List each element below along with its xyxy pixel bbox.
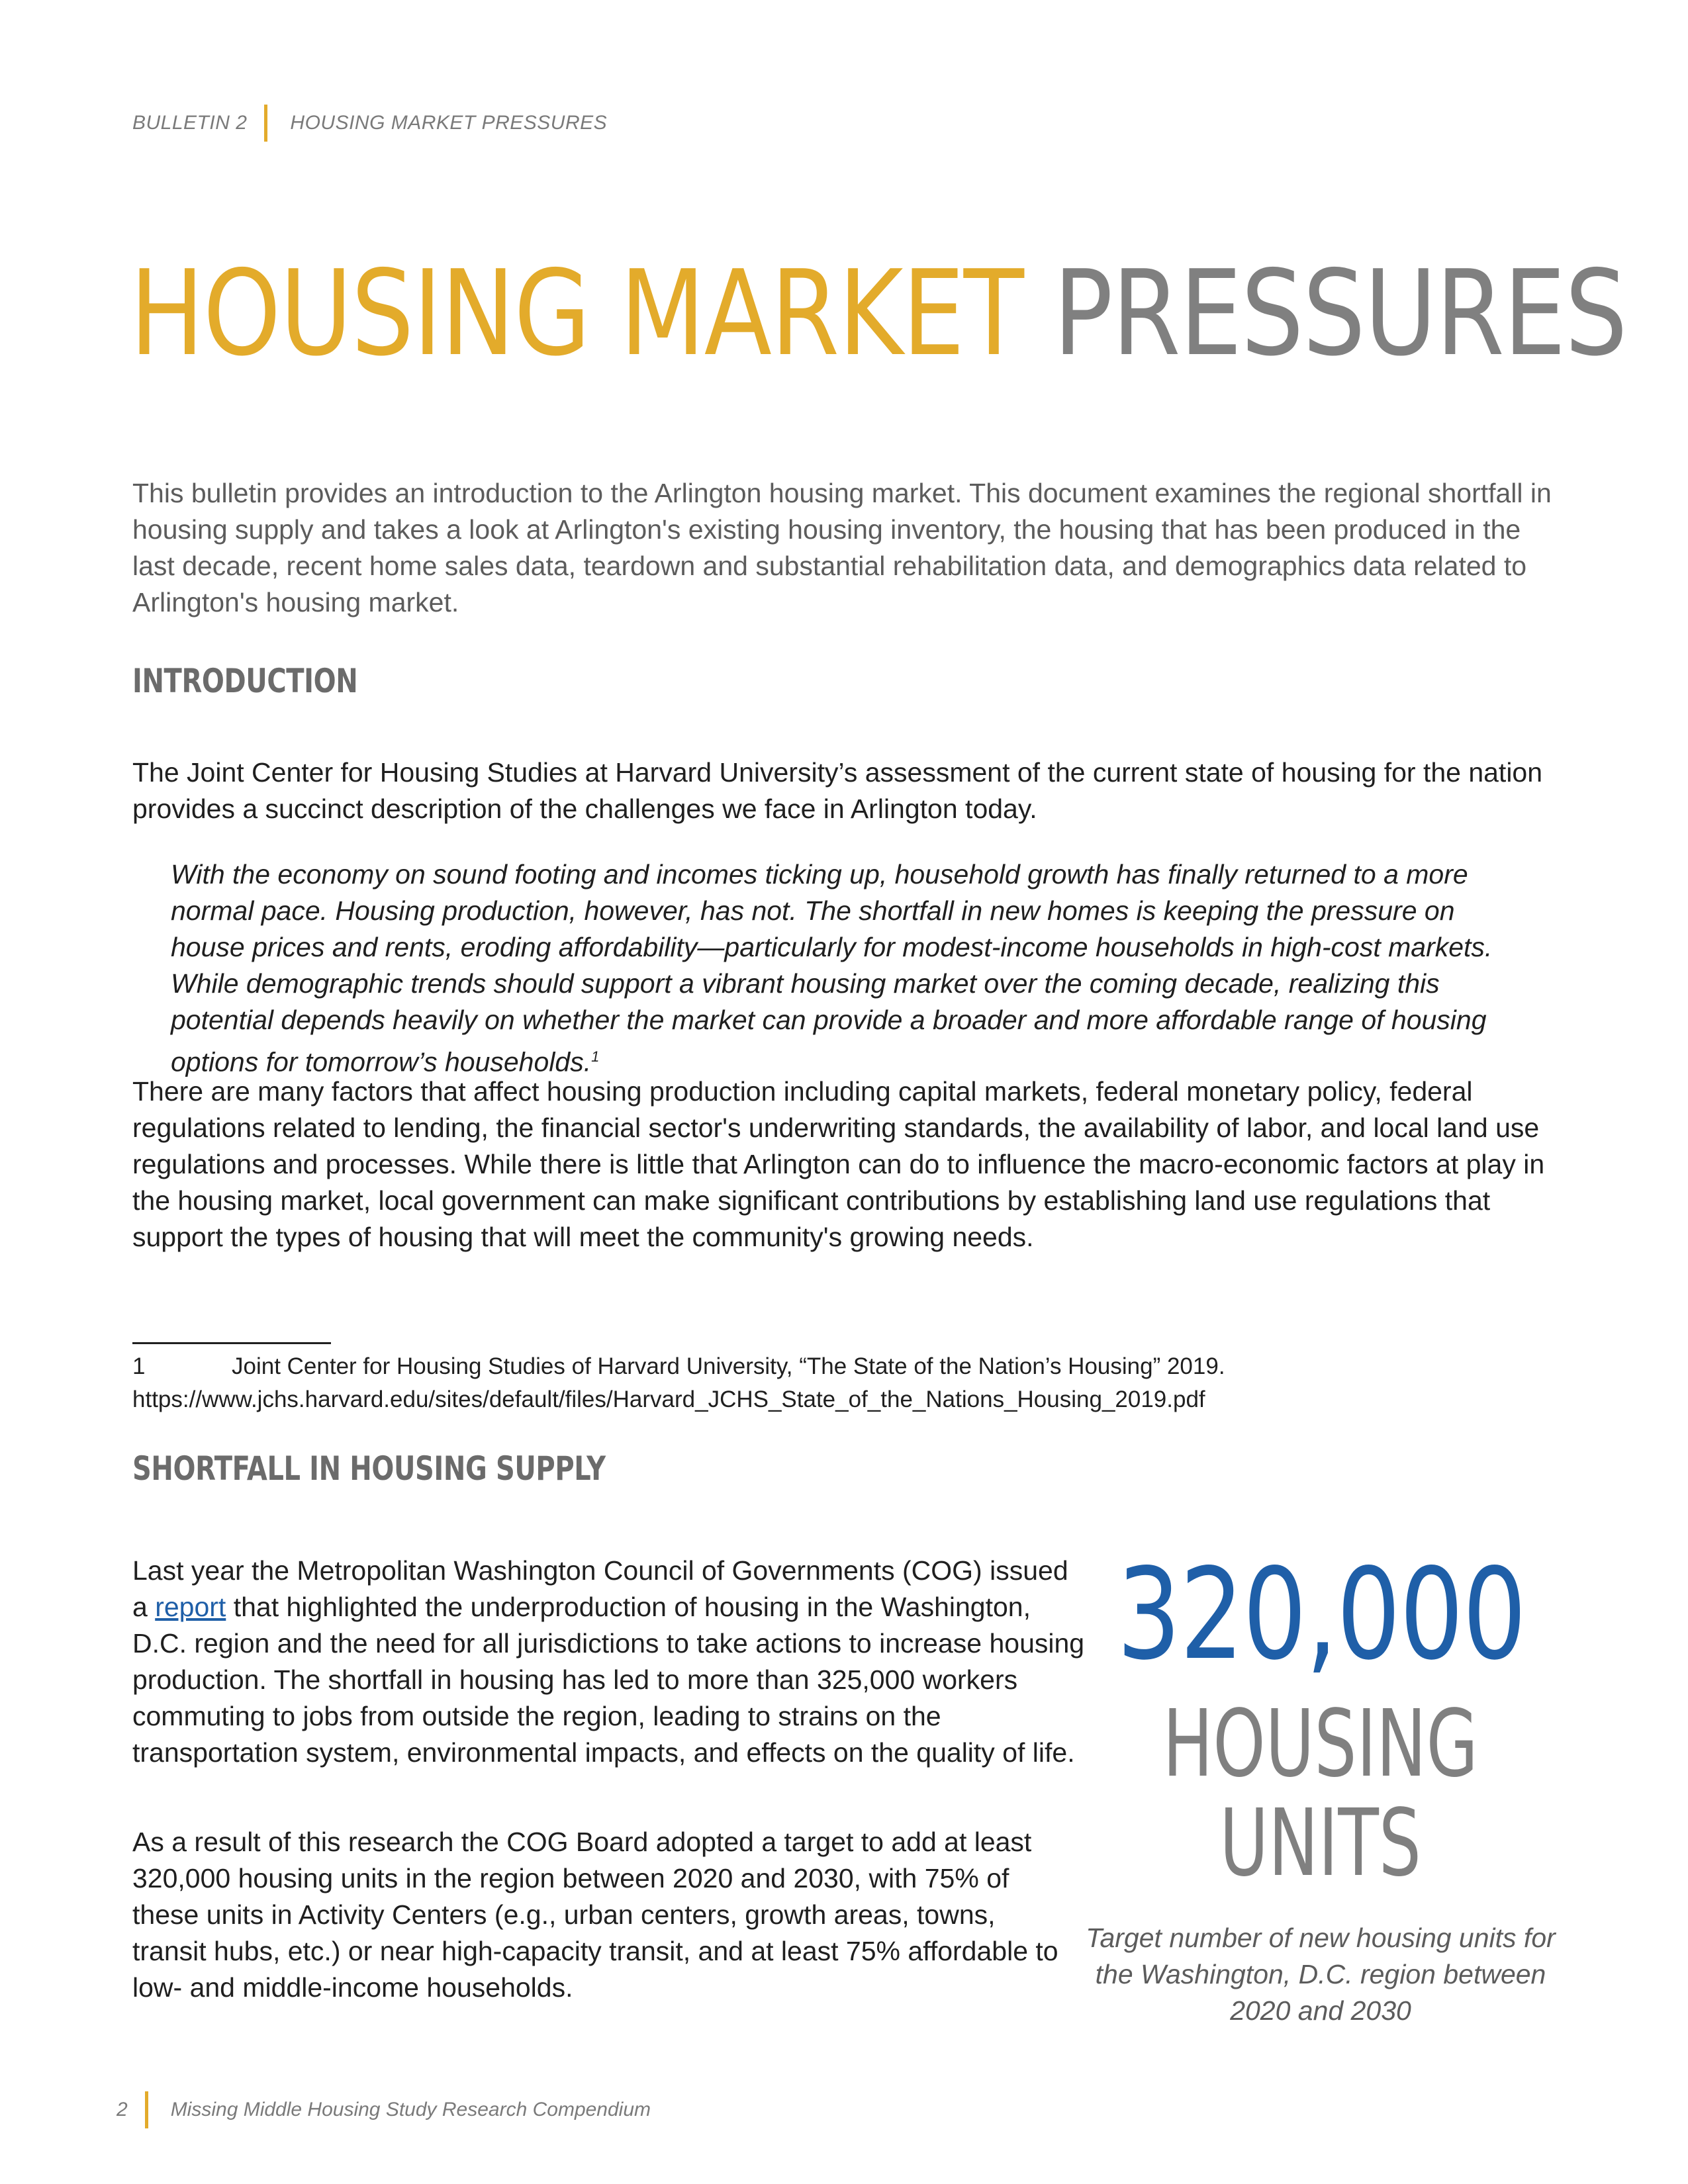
page-title: HOUSING MARKET PRESSURES <box>130 255 1628 373</box>
stat-label-line-1: HOUSING <box>1162 1690 1479 1798</box>
block-quote: With the economy on sound footing and in… <box>171 856 1528 1081</box>
footnote-text: Joint Center for Housing Studies of Harv… <box>232 1353 1225 1379</box>
intro-paragraph: This bulletin provides an introduction t… <box>132 478 1552 617</box>
stat-number: 320,000 <box>1117 1541 1526 1688</box>
quote-footnote-ref[interactable]: 1 <box>591 1048 600 1065</box>
stat-label-line-2: UNITS <box>1219 1790 1422 1897</box>
introduction-paragraph-1: The Joint Center for Housing Studies at … <box>132 757 1543 824</box>
header-section: HOUSING MARKET PRESSURES <box>290 112 608 134</box>
page-number: 2 <box>117 2099 128 2120</box>
header-divider <box>264 105 268 142</box>
shortfall-paragraph-1: Last year the Metropolitan Washington Co… <box>132 1553 1086 1771</box>
introduction-paragraph-2: There are many factors that affect housi… <box>132 1076 1545 1252</box>
title-part-gray: PRESSURES <box>1053 245 1628 382</box>
shortfall-p1-start: Last year the Metropolitan Washington Co… <box>132 1555 1068 1622</box>
shortfall-heading: SHORTFALL IN HOUSING SUPPLY <box>132 1449 606 1488</box>
footnote: 1 Joint Center for Housing Studies of Har… <box>132 1350 1556 1416</box>
footnote-url[interactable]: https://www.jchs.harvard.edu/sites/defau… <box>132 1387 1205 1412</box>
stat-label: HOUSING UNITS <box>1163 1695 1478 1893</box>
title-part-gold: HOUSING MARKET <box>130 245 1024 382</box>
page-footer: 2 Missing Middle Housing Study Research … <box>117 2091 651 2128</box>
shortfall-p1-end: that highlighted the underproduction of … <box>132 1592 1085 1768</box>
shortfall-paragraph-2: As a result of this research the COG Boa… <box>132 1827 1058 2003</box>
footer-divider <box>144 2091 148 2128</box>
quote-text: With the economy on sound footing and in… <box>171 859 1493 1077</box>
stat-callout: 320,000 HOUSING UNITS Target number of ne… <box>1066 1552 1575 2029</box>
running-header: BULLETIN 2 HOUSING MARKET PRESSURES <box>132 105 607 142</box>
introduction-heading: INTRODUCTION <box>132 662 358 700</box>
footnote-rule <box>132 1342 331 1344</box>
stat-caption: Target number of new housing units for t… <box>1086 1923 1556 2026</box>
footnote-number: 1 <box>132 1353 146 1379</box>
bulletin-number: BULLETIN 2 <box>132 112 248 134</box>
report-link[interactable]: report <box>155 1592 226 1622</box>
publication-title: Missing Middle Housing Study Research Co… <box>170 2099 651 2120</box>
